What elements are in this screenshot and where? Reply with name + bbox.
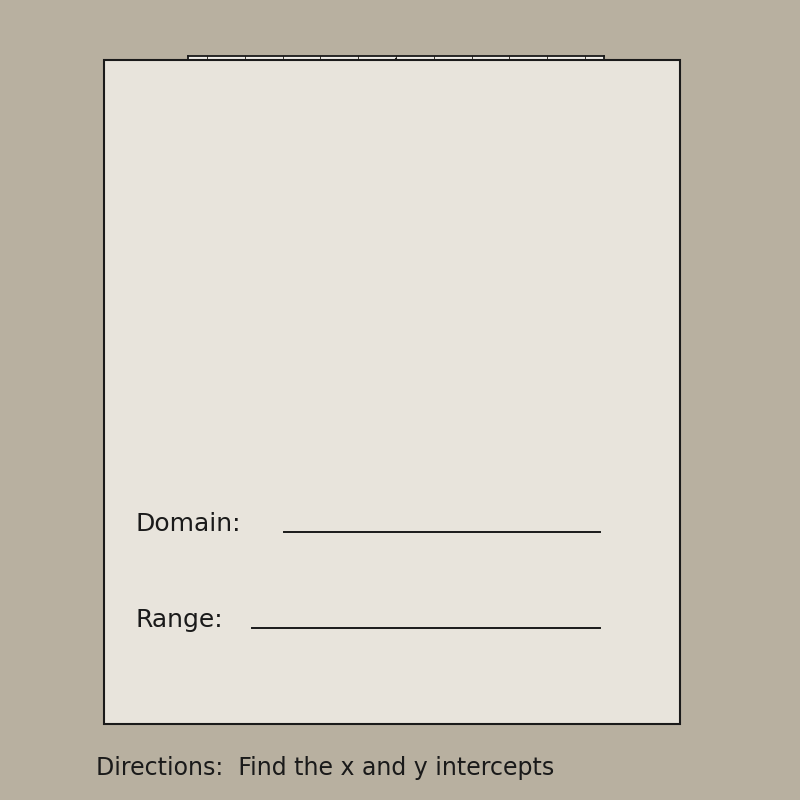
Text: Range:: Range: <box>136 608 224 632</box>
Text: Domain:: Domain: <box>136 512 242 536</box>
Text: Directions:  Find the x and y intercepts: Directions: Find the x and y intercepts <box>96 756 554 780</box>
